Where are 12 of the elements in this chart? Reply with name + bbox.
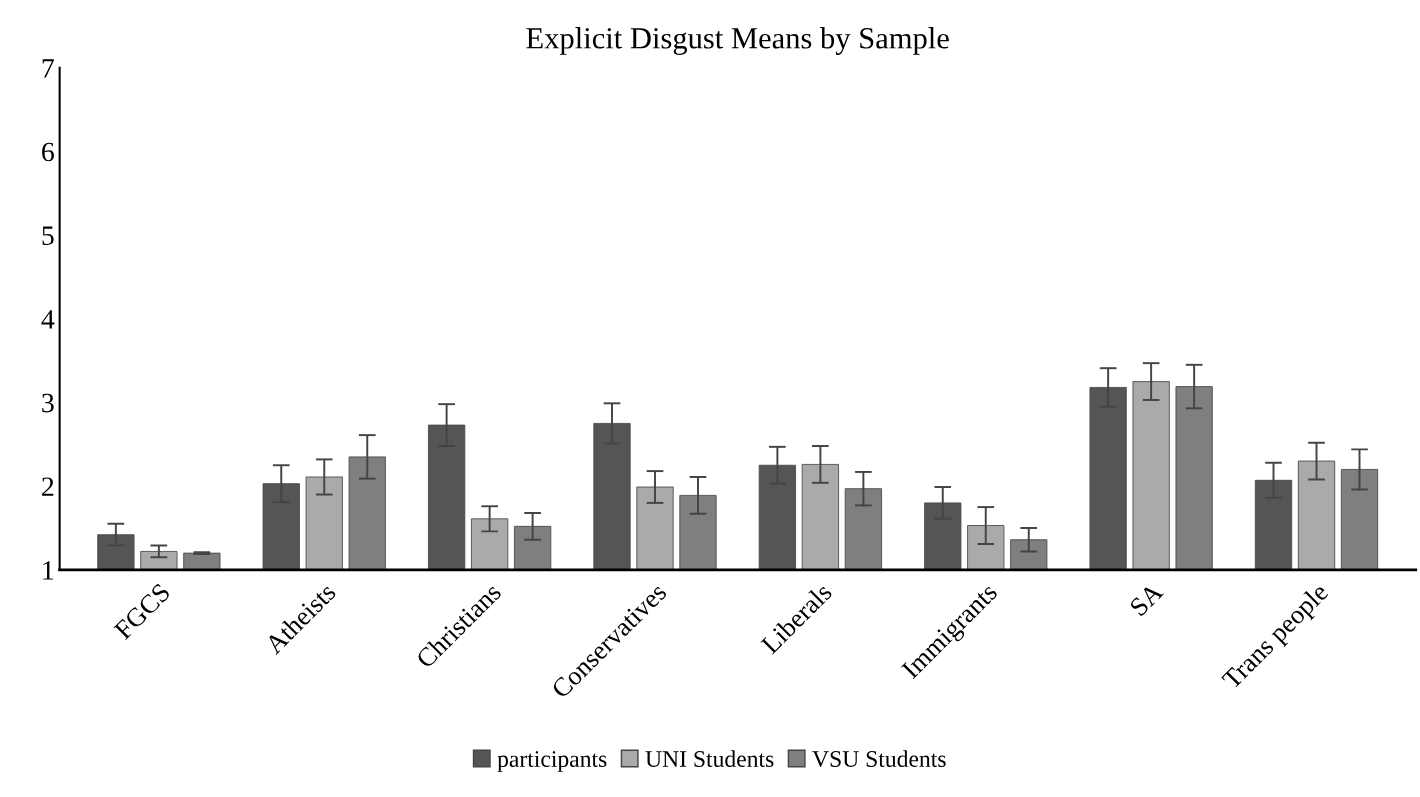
y-tick-label: 1 [43, 561, 54, 580]
legend-label: VSU Students [812, 750, 946, 768]
y-tick-label: 7 [42, 59, 54, 78]
y-tick-label: 4 [41, 310, 55, 329]
x-tick-label: SA [1129, 581, 1165, 617]
y-tick-label: 5 [42, 226, 54, 246]
legend-label: participants [497, 751, 607, 772]
y-tick-label: 3 [42, 393, 54, 413]
y-tick-label: 2 [42, 477, 54, 496]
chart-title: Explicit Disgust Means by Sample [526, 27, 949, 55]
legend-label: UNI Students [645, 750, 774, 767]
y-tick-label: 6 [42, 142, 54, 162]
